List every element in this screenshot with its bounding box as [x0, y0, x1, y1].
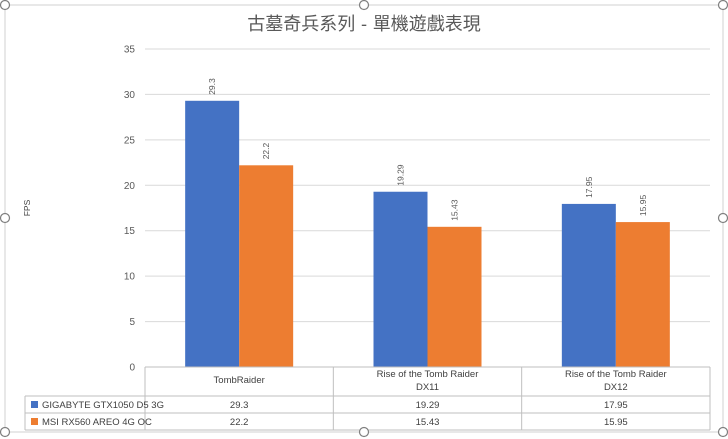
bar[interactable]: [615, 222, 670, 367]
bar[interactable]: [427, 226, 482, 367]
category-label: TombRaider: [214, 375, 265, 386]
y-tick-label: 0: [129, 363, 135, 374]
data-labels: 29.3 22.2 19.29 15.43 17.95 15.95: [207, 78, 648, 221]
data-label: 19.29: [396, 164, 406, 186]
legend-key: [31, 401, 38, 408]
bar[interactable]: [239, 165, 294, 367]
category-label: DX12: [604, 382, 628, 393]
data-label: 17.95: [584, 176, 594, 198]
bar[interactable]: [185, 100, 240, 367]
chart-title: 古墓奇兵系列 - 單機遊戲表現: [247, 14, 481, 35]
y-axis-label: FPS: [22, 199, 32, 216]
data-label: 22.2: [261, 142, 271, 159]
resize-handle[interactable]: [0, 426, 11, 438]
resize-handle[interactable]: [358, 0, 370, 11]
category-label: Rise of the Tomb Raider: [565, 369, 667, 380]
legend-entry: GIGABYTE GTX1050 D5 3G: [42, 400, 164, 411]
y-axis-ticks: 0 5 10 15 20 25 30 35: [124, 45, 136, 374]
bar[interactable]: [561, 203, 616, 367]
table-cell: 15.95: [604, 417, 628, 428]
data-label: 15.43: [450, 199, 460, 221]
category-label: DX11: [416, 382, 439, 393]
table-cell: 29.3: [230, 400, 249, 411]
y-tick-label: 5: [129, 317, 135, 328]
table-cell: 22.2: [230, 417, 249, 428]
resize-handle[interactable]: [358, 426, 370, 438]
data-label: 15.95: [638, 195, 648, 217]
legend-key: [31, 418, 38, 425]
data-label: 29.3: [207, 78, 217, 95]
table-cell: 19.29: [416, 400, 440, 411]
legend-entry: MSI RX560 AREO 4G OC: [42, 417, 152, 428]
category-label: Rise of the Tomb Raider: [377, 369, 479, 380]
y-tick-label: 25: [124, 135, 136, 146]
y-tick-label: 15: [124, 226, 136, 237]
table-cell: 15.43: [416, 417, 440, 428]
resize-handle[interactable]: [0, 0, 11, 11]
bars: [185, 100, 670, 367]
y-tick-label: 30: [124, 90, 136, 101]
resize-handle[interactable]: [717, 0, 728, 11]
y-tick-label: 10: [124, 272, 136, 283]
bar[interactable]: [373, 191, 428, 367]
resize-handle[interactable]: [717, 212, 728, 224]
y-tick-label: 20: [124, 181, 136, 192]
resize-handle[interactable]: [0, 212, 11, 224]
table-cell: 17.95: [604, 400, 628, 411]
data-table: TombRaider Rise of the Tomb Raider DX11 Ris…: [24, 366, 711, 431]
resize-handle[interactable]: [717, 426, 728, 438]
y-tick-label: 35: [124, 45, 136, 56]
